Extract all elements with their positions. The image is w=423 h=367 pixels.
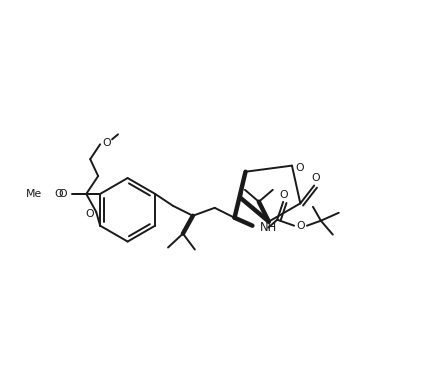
Text: O: O xyxy=(280,190,288,200)
Text: O: O xyxy=(311,172,319,182)
Text: O: O xyxy=(296,163,304,172)
Text: O: O xyxy=(58,189,67,199)
Text: Me: Me xyxy=(26,189,43,199)
Text: NH: NH xyxy=(260,221,277,234)
Text: O: O xyxy=(85,209,93,219)
Text: O: O xyxy=(54,189,63,199)
Text: O: O xyxy=(103,138,111,148)
Text: O: O xyxy=(297,221,305,231)
